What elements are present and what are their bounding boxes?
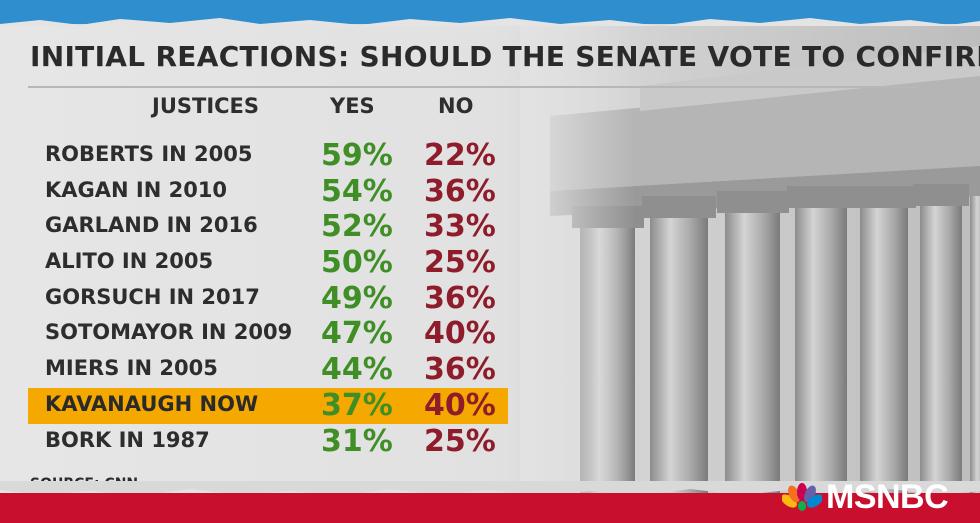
table-row: GORSUCH IN 2017 49% 36% xyxy=(28,281,508,317)
yes-value: 31% xyxy=(321,424,393,459)
justice-name: KAVANAUGH NOW xyxy=(45,392,259,416)
justice-name: SOTOMAYOR IN 2009 xyxy=(45,320,293,344)
justice-name: ROBERTS IN 2005 xyxy=(45,142,253,166)
peacock-icon xyxy=(782,483,822,511)
no-value: 36% xyxy=(424,174,496,209)
yes-value: 52% xyxy=(321,209,393,244)
table-row-highlighted: KAVANAUGH NOW 37% 40% xyxy=(28,388,508,424)
justice-name: GORSUCH IN 2017 xyxy=(45,285,260,309)
table-row: MIERS IN 2005 44% 36% xyxy=(28,352,508,388)
logo-wordmark: MSNBC xyxy=(826,478,949,516)
no-value: 25% xyxy=(424,424,496,459)
column-header-justices: JUSTICES xyxy=(152,94,260,118)
yes-value: 50% xyxy=(321,245,393,280)
yes-value: 54% xyxy=(321,174,393,209)
graphic-title: INITIAL REACTIONS: SHOULD THE SENATE VOT… xyxy=(30,40,980,73)
yes-value: 59% xyxy=(321,138,393,173)
yes-value: 37% xyxy=(321,388,393,423)
no-value: 40% xyxy=(424,388,496,423)
justice-name: GARLAND IN 2016 xyxy=(45,213,258,237)
yes-value: 49% xyxy=(321,281,393,316)
no-value: 33% xyxy=(424,209,496,244)
column-header-no: NO xyxy=(438,94,474,118)
table-row: KAGAN IN 2010 54% 36% xyxy=(28,174,508,210)
justice-name: KAGAN IN 2010 xyxy=(45,178,228,202)
supreme-court-building-image xyxy=(520,26,980,496)
justice-name: BORK IN 1987 xyxy=(45,428,210,452)
table-row: SOTOMAYOR IN 2009 47% 40% xyxy=(28,316,508,352)
msnbc-logo: MSNBC xyxy=(780,476,980,516)
no-value: 36% xyxy=(424,352,496,387)
table-row: BORK IN 1987 31% 25% xyxy=(28,424,508,460)
no-value: 36% xyxy=(424,281,496,316)
no-value: 22% xyxy=(424,138,496,173)
yes-value: 47% xyxy=(321,316,393,351)
table-row: ALITO IN 2005 50% 25% xyxy=(28,245,508,281)
table-row: ROBERTS IN 2005 59% 22% xyxy=(28,138,508,174)
justice-name: ALITO IN 2005 xyxy=(45,249,214,273)
no-value: 40% xyxy=(424,316,496,351)
column-header-yes: YES xyxy=(330,94,375,118)
justice-name: MIERS IN 2005 xyxy=(45,356,218,380)
table-row: GARLAND IN 2016 52% 33% xyxy=(28,209,508,245)
title-divider xyxy=(28,86,918,88)
no-value: 25% xyxy=(424,245,496,280)
yes-value: 44% xyxy=(321,352,393,387)
